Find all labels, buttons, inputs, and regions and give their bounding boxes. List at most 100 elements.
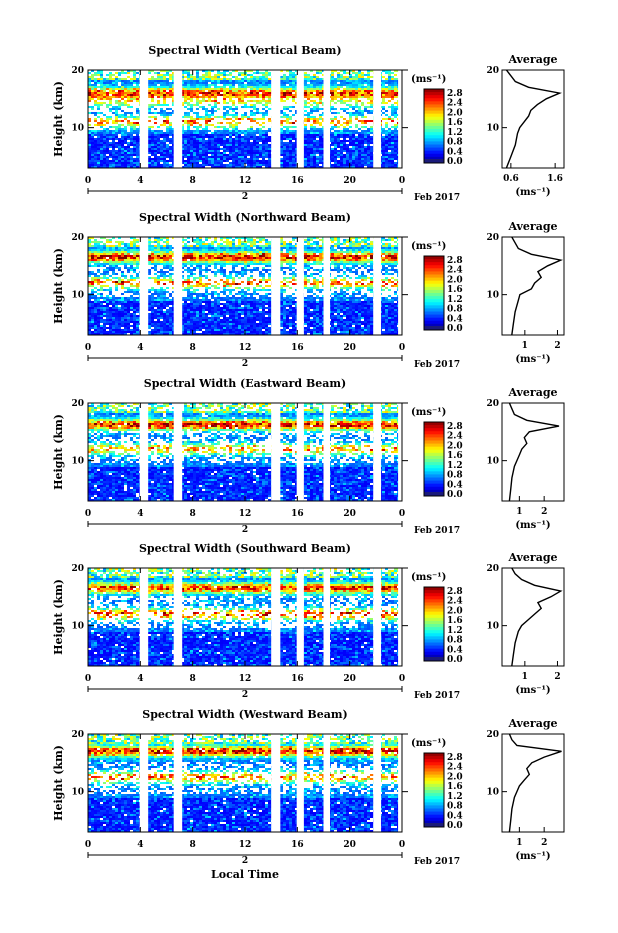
heatmap-cell — [283, 154, 286, 156]
heatmap-cell — [310, 100, 313, 102]
heatmap-cell — [316, 106, 319, 108]
heatmap-cell — [367, 253, 370, 255]
heatmap-cell — [103, 158, 106, 160]
heatmap-cell — [220, 72, 223, 74]
heatmap-cell — [124, 104, 127, 106]
heatmap-cell — [169, 134, 172, 136]
heatmap-cell — [343, 148, 346, 150]
heatmap-cell — [115, 120, 118, 122]
heatmap-cell — [214, 86, 217, 88]
heatmap-cell — [331, 142, 334, 144]
heatmap-cell — [202, 96, 205, 98]
heatmap-cell — [340, 76, 343, 78]
heatmap-cell — [292, 114, 295, 116]
heatmap-cell — [151, 130, 154, 132]
heatmap-cell — [340, 124, 343, 126]
heatmap-cell — [100, 126, 103, 128]
heatmap-cell — [262, 160, 265, 162]
heatmap-cell — [205, 134, 208, 136]
heatmap-cell — [340, 84, 343, 86]
heatmap-cell — [289, 126, 292, 128]
heatmap-cell — [364, 130, 367, 132]
heatmap-cell — [235, 255, 238, 257]
heatmap-cell — [100, 152, 103, 154]
heatmap-cell — [364, 78, 367, 80]
heatmap-cell — [130, 134, 133, 136]
heatmap-cell — [256, 138, 259, 140]
heatmap-cell — [151, 104, 154, 106]
heatmap-cell — [97, 160, 100, 162]
heatmap-cell — [349, 245, 352, 247]
heatmap-cell — [292, 106, 295, 108]
heatmap-cell — [346, 251, 349, 253]
heatmap-cell — [247, 136, 250, 138]
heatmap-cell — [250, 112, 253, 114]
heatmap-cell — [214, 142, 217, 144]
heatmap-cell — [355, 255, 358, 257]
heatmap-cell — [367, 146, 370, 148]
heatmap-cell — [388, 92, 391, 94]
heatmap-cell — [232, 243, 235, 245]
heatmap-cell — [250, 156, 253, 158]
heatmap-cell — [232, 152, 235, 154]
heatmap-cell — [241, 88, 244, 90]
heatmap-cell — [214, 130, 217, 132]
heatmap-cell — [91, 160, 94, 162]
heatmap-cell — [184, 90, 187, 92]
heatmap-cell — [391, 118, 394, 120]
heatmap-cell — [109, 102, 112, 104]
heatmap-cell — [391, 158, 394, 160]
heatmap-cell — [199, 132, 202, 134]
heatmap-cell — [352, 72, 355, 74]
heatmap-cell — [382, 152, 385, 154]
heatmap-cell — [358, 92, 361, 94]
heatmap-cell — [256, 247, 259, 249]
heatmap-cell — [304, 247, 307, 249]
heatmap-cell — [211, 80, 214, 82]
heatmap-cell — [217, 150, 220, 152]
heatmap-cell — [370, 249, 373, 251]
heatmap-cell — [121, 249, 124, 251]
heatmap-cell — [118, 126, 121, 128]
heatmap-cell — [394, 88, 397, 90]
heatmap-cell — [238, 78, 241, 80]
heatmap-cell — [133, 130, 136, 132]
heatmap-cell — [166, 243, 169, 245]
heatmap-cell — [349, 160, 352, 162]
heatmap-cell — [211, 146, 214, 148]
heatmap-cell — [280, 162, 283, 164]
heatmap-cell — [238, 94, 241, 96]
heatmap-cell — [304, 104, 307, 106]
heatmap-cell — [364, 245, 367, 247]
heatmap-cell — [157, 104, 160, 106]
heatmap-cell — [367, 249, 370, 251]
heatmap-cell — [286, 156, 289, 158]
heatmap-cell — [106, 160, 109, 162]
heatmap-cell — [358, 94, 361, 96]
heatmap-cell — [190, 76, 193, 78]
heatmap-cell — [154, 94, 157, 96]
heatmap-cell — [103, 162, 106, 164]
heatmap-cell — [223, 164, 226, 166]
heatmap-cell — [190, 78, 193, 80]
heatmap-cell — [91, 140, 94, 142]
heatmap-cell — [331, 112, 334, 114]
heatmap-cell — [280, 110, 283, 112]
heatmap-cell — [289, 132, 292, 134]
heatmap-cell — [358, 90, 361, 92]
heatmap-cell — [148, 126, 151, 128]
heatmap-cell — [163, 152, 166, 154]
heatmap-cell — [109, 110, 112, 112]
heatmap-cell — [133, 138, 136, 140]
heatmap-cell — [289, 150, 292, 152]
heatmap-cell — [304, 78, 307, 80]
heatmap-cell — [91, 158, 94, 160]
heatmap-cell — [115, 96, 118, 98]
heatmap-cell — [190, 110, 193, 112]
heatmap-cell — [109, 78, 112, 80]
heatmap-cell — [265, 134, 268, 136]
heatmap-cell — [130, 241, 133, 243]
heatmap-cell — [292, 94, 295, 96]
heatmap-cell — [196, 102, 199, 104]
heatmap-cell — [97, 122, 100, 124]
